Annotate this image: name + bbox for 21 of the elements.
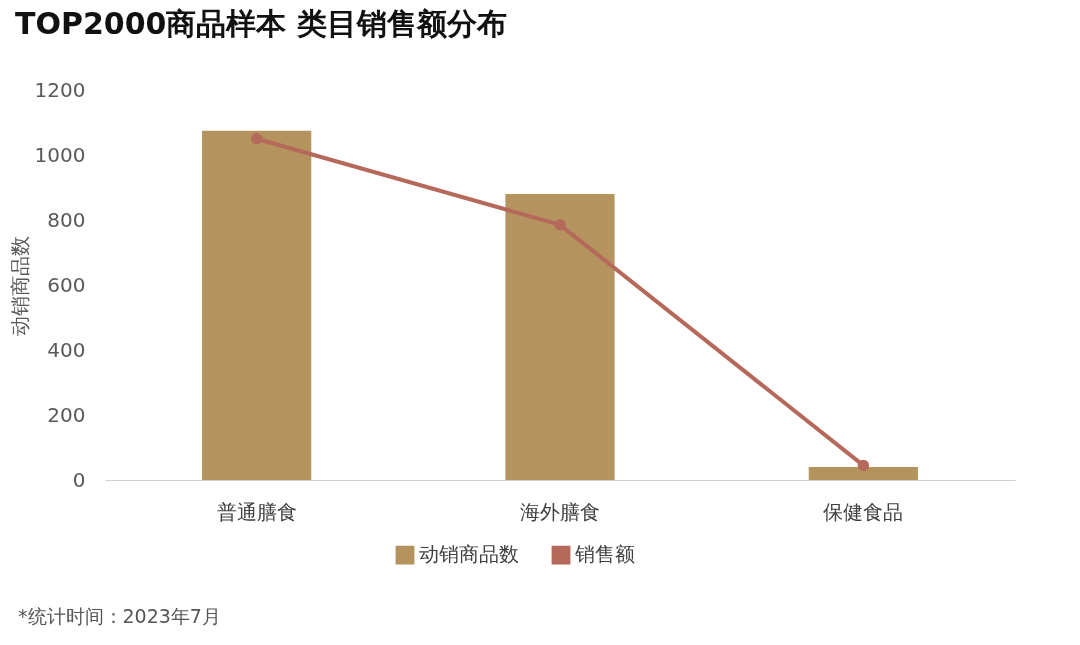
- bar: [505, 194, 615, 480]
- x-tick-label: 海外膳食: [520, 499, 600, 524]
- x-tick-label: 保健食品: [823, 499, 904, 524]
- y-tick-label: 1200: [34, 77, 86, 102]
- text: *统计时间：2023年7月: [18, 604, 221, 629]
- point: [250, 133, 263, 145]
- bar: [202, 130, 312, 480]
- y-tick-label: 0: [72, 467, 86, 492]
- chart-title: TOP2000商品样本 类目销售额分布: [15, 6, 507, 41]
- x-tick-label: 普通膳食: [216, 499, 297, 524]
- y-tick-label: 200: [47, 402, 86, 427]
- y-tick-label: 800: [47, 207, 86, 232]
- bar: [808, 467, 918, 480]
- point: [857, 459, 870, 472]
- y-tick-label: 1000: [34, 142, 86, 167]
- y-tick-label: 600: [47, 272, 86, 297]
- y-axis-title: 动销商品数: [7, 235, 32, 336]
- legend-label: 动销商品数: [419, 542, 519, 567]
- y-tick-label: 400: [47, 337, 86, 362]
- legend-label: 销售额: [574, 542, 635, 567]
- point: [554, 219, 566, 231]
